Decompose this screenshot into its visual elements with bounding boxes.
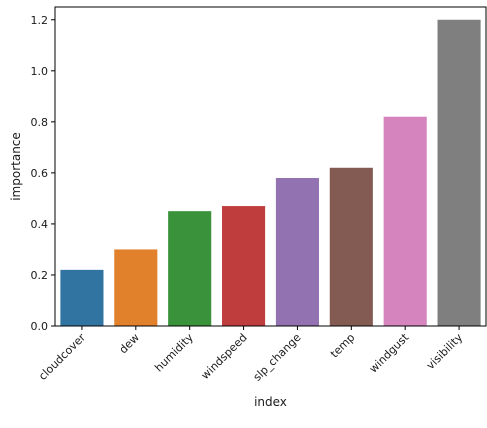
x-tick-label: cloudcover <box>36 331 88 383</box>
bar-dew <box>114 249 158 326</box>
y-axis-label: importance <box>9 132 23 201</box>
y-tick-label: 0.6 <box>31 167 49 180</box>
y-tick-label: 1.0 <box>31 65 49 78</box>
bar-windgust <box>383 116 427 327</box>
x-tick-label: visibility <box>424 331 466 373</box>
x-tick-label: humidity <box>152 331 196 375</box>
bar-humidity <box>168 211 212 326</box>
x-tick-label: dew <box>117 331 142 356</box>
bars-group <box>60 19 481 327</box>
x-axis-ticks: cloudcover dew humidity windspeed slp_change… <box>36 326 466 384</box>
x-tick-label: windgust <box>367 330 412 375</box>
y-tick-label: 0.2 <box>31 269 49 282</box>
y-tick-label: 1.2 <box>31 14 49 27</box>
x-axis-label: index <box>254 395 287 409</box>
plot-frame <box>54 6 487 327</box>
y-tick-label: 0.8 <box>31 116 49 129</box>
bar-cloudcover <box>60 269 104 326</box>
bar-temp <box>329 167 373 326</box>
x-tick-label: windspeed <box>199 331 250 382</box>
x-tick-label: temp <box>328 331 358 361</box>
bar-windspeed <box>222 206 266 326</box>
y-axis-ticks: 0.0 0.2 0.4 0.6 0.8 1.0 1.2 <box>31 14 55 333</box>
bar-slp_change <box>275 177 319 326</box>
x-tick-label: slp_change <box>251 331 304 384</box>
y-tick-label: 0.4 <box>31 218 49 231</box>
bar-visibility <box>437 19 481 326</box>
y-tick-label: 0.0 <box>31 320 49 333</box>
